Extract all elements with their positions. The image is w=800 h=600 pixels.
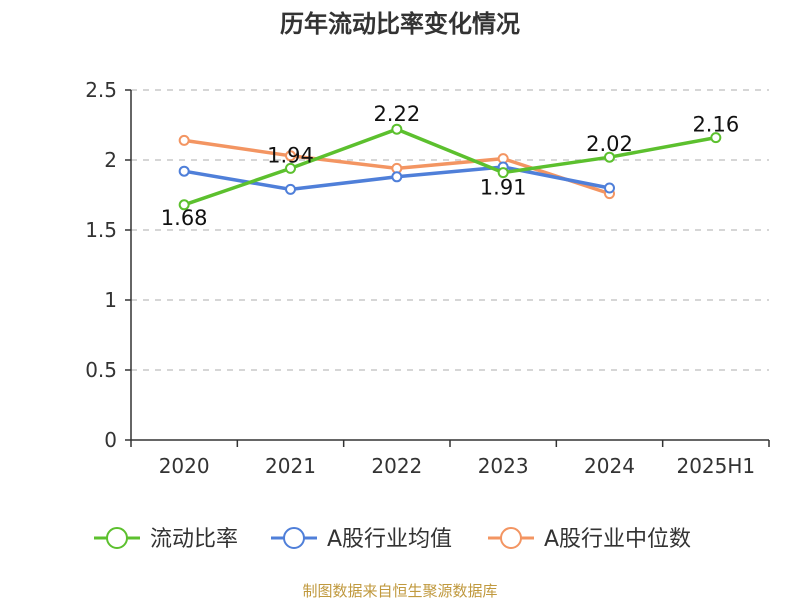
data-point [178,165,190,177]
series-line [182,127,718,207]
data-labels: 1.68 1.94 2.22 1.91 2.02 2.16 [161,102,739,230]
y-tick-label: 1.5 [85,218,117,242]
x-tick-label: 2021 [265,454,316,478]
data-point [497,167,509,179]
data-point [604,151,615,163]
legend-item-0[interactable]: 流动比率 [94,527,238,552]
data-label: 1.91 [480,176,527,200]
axes: 0 0.5 1 1.5 2 2.5 2020 2021 2022 2023 2024 2025H1 [85,78,770,478]
x-tick-label: 2022 [371,454,422,478]
x-tick-label: 2020 [159,454,210,478]
legend-item-2[interactable]: A股行业中位数 [488,527,691,552]
x-tick-label: 2023 [478,454,529,478]
data-label: 1.94 [267,143,314,167]
data-point [285,162,296,174]
x-tick-label: 2024 [584,454,635,478]
data-point [391,171,403,183]
chart-title: 历年流动比率变化情况 [280,10,520,38]
series-layer [178,123,722,211]
series-0 [178,123,722,211]
legend-label: A股行业均值 [327,527,452,552]
data-point [710,132,722,144]
legend-label: A股行业中位数 [544,527,691,552]
y-tick-label: 0.5 [85,358,117,382]
y-tick-label: 2.5 [85,78,117,102]
data-label: 1.68 [161,206,208,230]
y-tick-label: 0 [104,428,117,452]
data-label: 2.02 [586,132,633,156]
legend-marker-icon [106,527,128,549]
data-point [178,199,190,211]
grid [131,89,769,371]
data-point [178,134,190,146]
data-point [285,183,296,195]
legend-item-1[interactable]: A股行业均值 [271,527,452,552]
x-tick-label: 2025H1 [676,454,755,478]
data-label: 2.16 [692,113,739,137]
legend-marker-icon [500,527,522,549]
data-label: 2.22 [373,102,420,126]
source-note: 制图数据来自恒生聚源数据库 [302,582,497,600]
series-1 [178,161,615,195]
legend-marker-icon [283,527,305,549]
data-point [604,182,615,194]
legend-label: 流动比率 [150,527,238,552]
data-point [391,123,403,135]
legend[interactable]: 流动比率 A股行业均值 A股行业中位数 [94,527,691,552]
y-tick-label: 1 [104,288,117,312]
data-point [285,150,296,162]
y-tick-label: 2 [104,148,117,172]
